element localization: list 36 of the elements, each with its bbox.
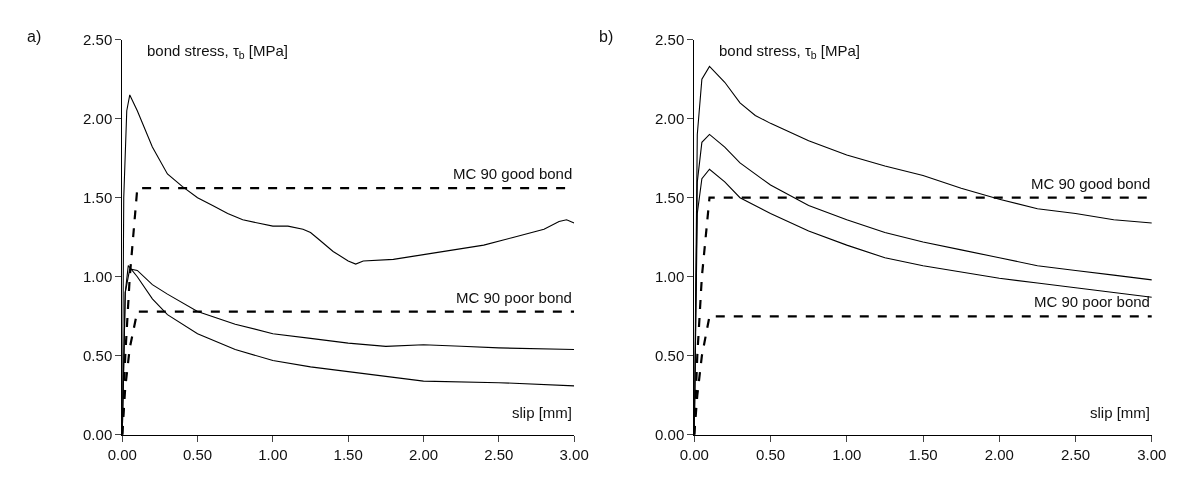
x-tick-label: 2.00 (408, 445, 439, 463)
x-tick-label: 1.50 (333, 445, 363, 463)
y-tick-label: 2.00 (655, 109, 685, 127)
y-tick-label: 1.50 (83, 188, 113, 206)
x-tick-label: 1.50 (908, 445, 938, 463)
y-axis-title: bond stress, τ$_{b}$ [MPa] (719, 42, 861, 62)
y-tick-label: 1.00 (83, 267, 113, 285)
x-tick-label: 0.50 (755, 445, 786, 463)
x-tick-label: 2.50 (484, 445, 514, 463)
y-tick-label: 0.00 (83, 426, 113, 444)
y-tick-label: 1.50 (655, 188, 685, 206)
series-label: MC 90 good bond (1031, 175, 1151, 192)
y-tick-label: 1.00 (655, 267, 685, 285)
x-tick-label: 0.00 (107, 445, 137, 463)
x-tick-label: 2.00 (984, 445, 1014, 463)
series-label: MC 90 poor bond (1034, 293, 1150, 310)
x-tick-label: 3.00 (1137, 445, 1167, 463)
x-axis-title: slip [mm] (1090, 404, 1150, 421)
y-tick-label: 0.00 (655, 426, 685, 444)
chart-title: b) (599, 28, 614, 45)
x-tick-label: 0.00 (679, 445, 709, 463)
y-tick-label: 2.00 (83, 109, 113, 127)
y-tick-label: 0.50 (83, 347, 113, 365)
x-tick-label: 0.50 (182, 445, 213, 463)
chart-title: a) (27, 28, 42, 45)
series-label: MC 90 good bond (453, 165, 573, 182)
y-tick-label: 2.50 (655, 30, 685, 48)
y-axis-title: bond stress, τ$_{b}$ [MPa] (147, 42, 289, 62)
x-axis-title: slip [mm] (512, 404, 572, 421)
x-tick-label: 1.00 (258, 445, 288, 463)
series-label: MC 90 poor bond (456, 289, 572, 306)
y-tick-label: 2.50 (83, 30, 113, 48)
x-tick-label: 3.00 (559, 445, 589, 463)
x-tick-label: 2.50 (1060, 445, 1091, 463)
y-tick-label: 0.50 (655, 347, 685, 365)
x-tick-label: 1.00 (832, 445, 862, 463)
